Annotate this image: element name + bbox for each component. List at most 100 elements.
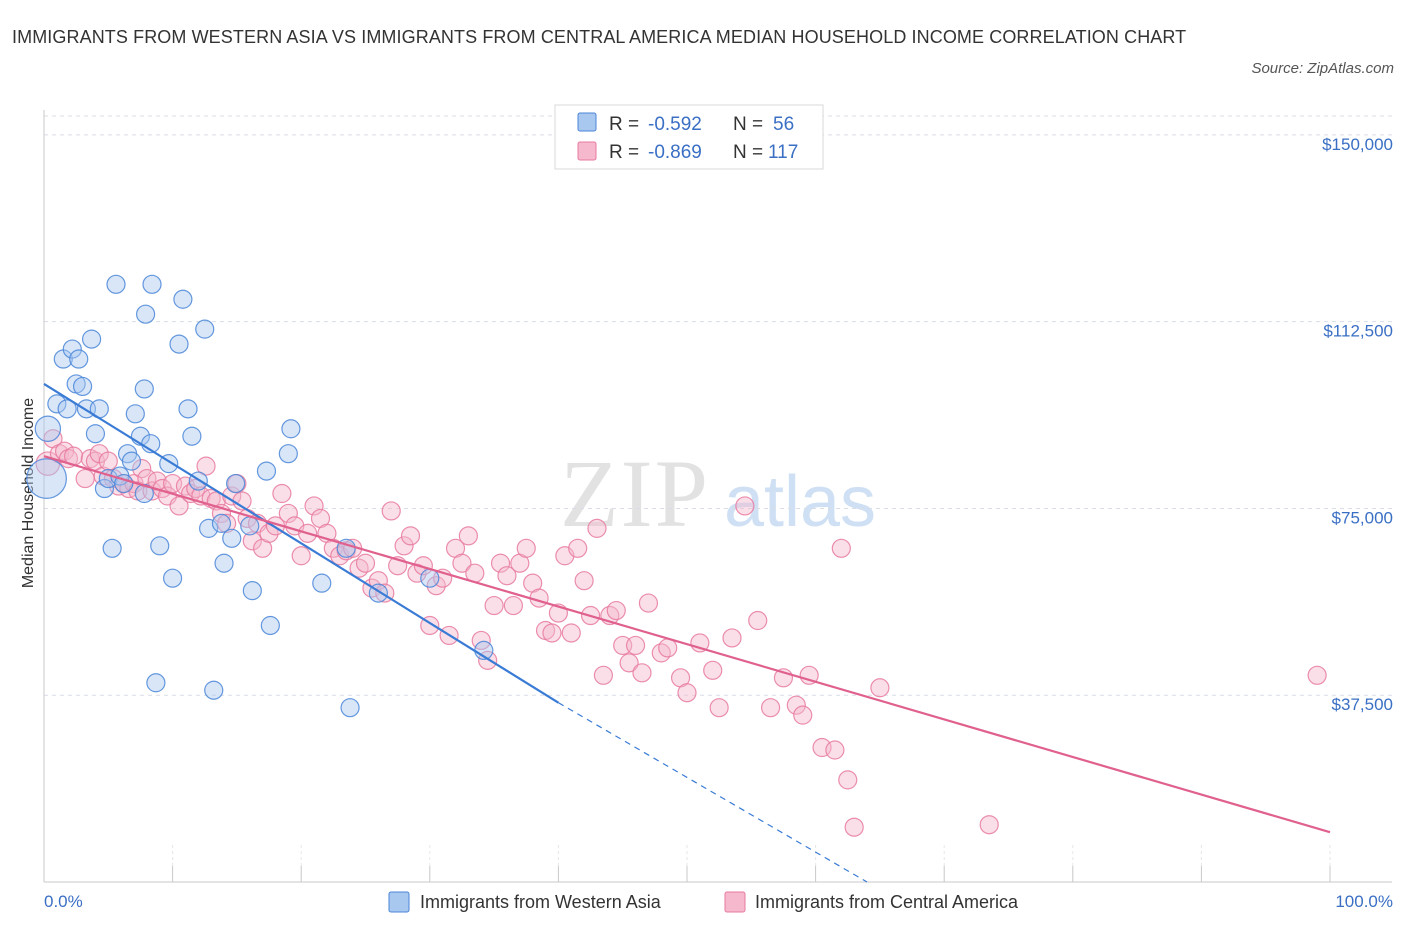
central-america-point (394, 536, 414, 556)
trend-line-western-asia-extension (558, 702, 868, 883)
western-asia-point (125, 404, 145, 424)
central-america-point (799, 665, 819, 685)
central-america-point (217, 513, 237, 533)
central-america-point (593, 665, 614, 685)
central-america-point (98, 451, 118, 471)
western-asia-point (134, 379, 154, 399)
western-asia-point (26, 458, 67, 499)
x-ticks (172, 866, 1331, 882)
series-western-asia (26, 274, 494, 718)
western-asia-point (57, 399, 77, 419)
central-america-point (574, 571, 594, 591)
central-america-point (169, 496, 189, 516)
western-asia-point (281, 419, 301, 439)
stats-n-value-blue: 56 (773, 114, 794, 135)
central-america-point (638, 593, 659, 613)
central-america-point (58, 449, 79, 469)
central-america-point (651, 643, 671, 663)
central-america-point (793, 705, 813, 725)
central-america-point (349, 558, 369, 578)
central-america-point (355, 553, 376, 573)
central-america-point (458, 526, 478, 546)
western-asia-point (240, 516, 260, 536)
axes (43, 110, 1392, 883)
western-asia-point (142, 274, 162, 294)
western-asia-point (81, 329, 102, 349)
central-america-point (831, 538, 851, 558)
chart-title: IMMIGRANTS FROM WESTERN ASIA VS IMMIGRAN… (12, 27, 1187, 47)
western-asia-point (85, 424, 106, 444)
trend-line-western-asia (43, 383, 559, 704)
western-asia-point (260, 615, 280, 636)
central-america-point (844, 817, 864, 837)
stats-n-label-pink: N = (733, 142, 763, 163)
western-asia-point (178, 399, 198, 419)
western-asia-point (150, 536, 170, 556)
central-america-point (703, 660, 723, 680)
western-asia-point (62, 339, 82, 359)
western-asia-point (121, 451, 142, 471)
western-asia-point (204, 680, 224, 700)
y-tick-labels: $37,500 $75,000 $112,500 $150,000 (1322, 135, 1393, 714)
western-asia-point (47, 394, 67, 414)
western-asia-point (163, 568, 183, 588)
central-america-point (1307, 665, 1327, 685)
western-asia-point (169, 334, 189, 354)
central-america-point (503, 595, 523, 616)
stats-n-value-pink: 117 (768, 142, 798, 163)
western-asia-point (222, 528, 242, 548)
x-tick-label-end: 100.0% (1335, 892, 1393, 911)
y-tick-label: $112,500 (1323, 322, 1393, 341)
y-tick-label: $37,500 (1332, 695, 1393, 714)
central-america-point (838, 770, 858, 790)
grid-lines (44, 115, 1392, 866)
western-asia-point (214, 553, 234, 573)
trend-line-central-america (43, 455, 1331, 834)
central-america-point (632, 663, 652, 683)
western-asia-point (102, 538, 122, 558)
central-america-point (619, 653, 639, 673)
central-america-point (291, 546, 311, 566)
central-america-point (196, 456, 216, 476)
y-tick-label: $75,000 (1332, 508, 1393, 527)
western-asia-point (94, 478, 115, 499)
central-america-point (484, 595, 504, 616)
central-america-point (452, 553, 472, 573)
central-america-point (735, 496, 755, 516)
stats-r-value-pink: -0.869 (648, 142, 702, 163)
central-america-point (606, 600, 626, 621)
western-asia-point (312, 573, 332, 593)
legend-swatch-western-asia (388, 891, 410, 913)
western-asia-point (173, 289, 193, 309)
central-america-point (75, 468, 95, 489)
watermark-atlas: atlas (724, 462, 876, 542)
stats-n-label-blue: N = (733, 114, 763, 135)
western-asia-point (106, 274, 126, 294)
central-america-point (625, 635, 646, 656)
central-america-point (413, 556, 433, 576)
central-america-point (722, 628, 742, 648)
central-america-point (825, 740, 845, 760)
central-america-point (381, 501, 401, 521)
western-asia-point (256, 461, 277, 481)
western-asia-point (199, 518, 219, 538)
stats-legend-box (554, 104, 824, 170)
western-asia-point (135, 304, 156, 324)
central-america-point (242, 531, 262, 551)
y-tick-label: $150,000 (1322, 135, 1393, 154)
legend-swatch-central-america (724, 891, 746, 913)
central-america-point (658, 638, 678, 658)
western-asia-point (72, 376, 93, 397)
western-asia-point (34, 415, 62, 442)
stats-r-label-blue: R = (609, 114, 639, 135)
central-america-point (400, 526, 421, 546)
western-asia-point (211, 513, 232, 533)
western-asia-point (278, 444, 298, 464)
central-america-point (561, 623, 581, 643)
central-america-point (677, 683, 697, 703)
watermark-zip: ZIP (560, 440, 710, 547)
central-america-point (272, 483, 292, 504)
central-america-point (426, 576, 446, 596)
central-america-point (49, 444, 70, 464)
